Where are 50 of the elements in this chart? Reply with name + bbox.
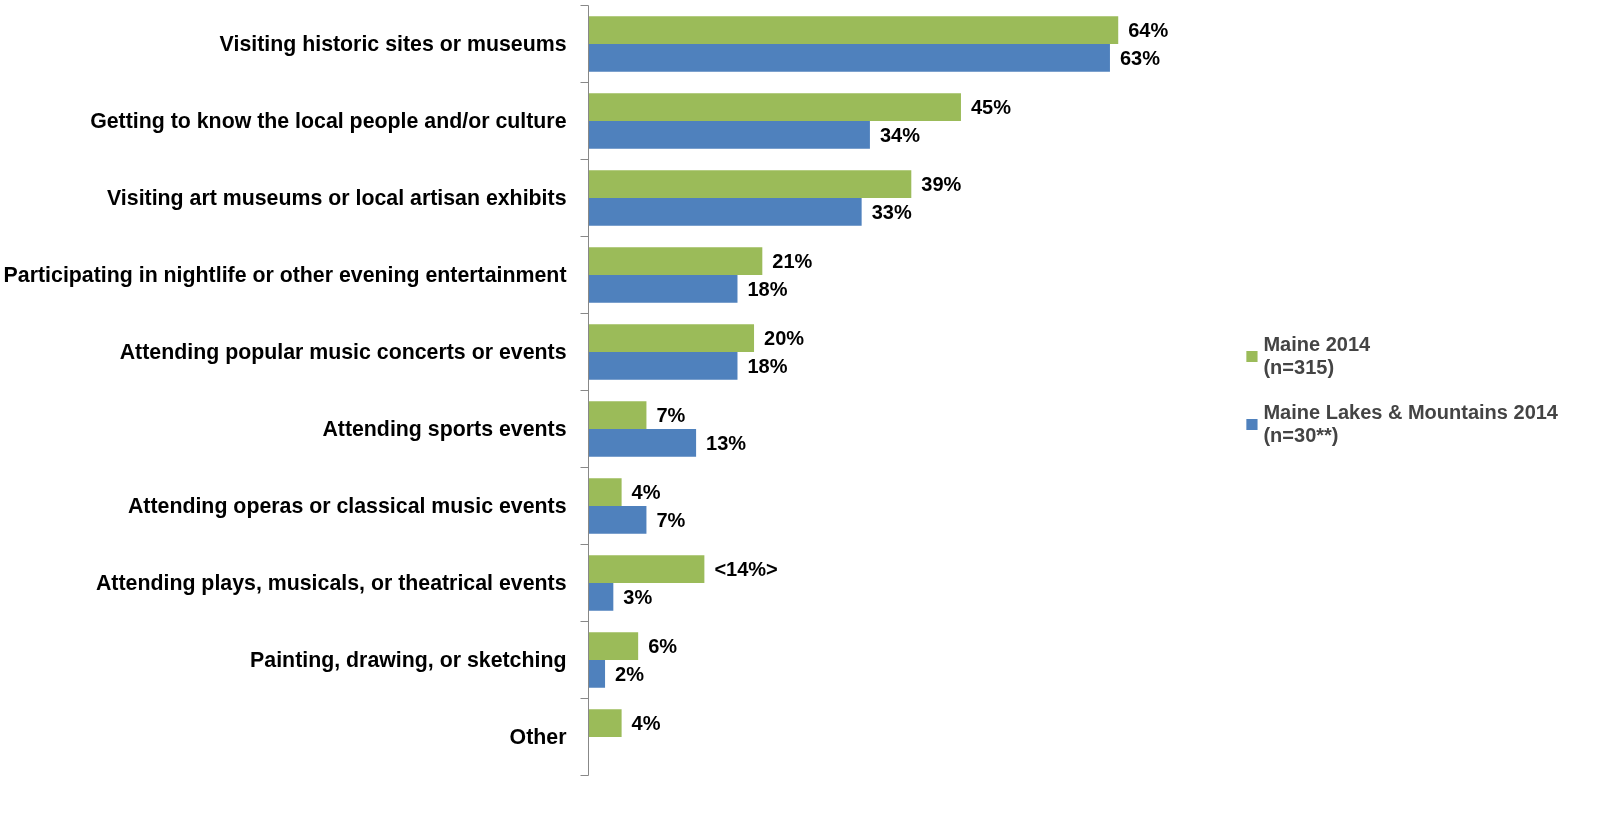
bar (588, 555, 705, 583)
data-label: 3% (623, 585, 653, 608)
bar (588, 506, 647, 534)
data-label: 4% (631, 481, 661, 504)
data-label: 7% (656, 404, 686, 427)
data-label: 18% (747, 277, 788, 300)
data-label: 20% (764, 327, 805, 350)
legend-label: Maine Lakes & Mountains 2014 (n=30**) (1263, 401, 1558, 447)
y-tick-label: Participating in nightlife or other evening entertainment (3, 263, 567, 287)
bar (588, 632, 639, 660)
bar (588, 583, 614, 611)
y-tick-label: Visiting historic sites or museums (219, 32, 567, 56)
bar (588, 709, 622, 737)
bar (588, 352, 738, 380)
y-tick-label: Other (509, 725, 567, 749)
bar (588, 247, 763, 275)
bar (588, 93, 961, 121)
data-label: 4% (631, 712, 661, 735)
bar (588, 16, 1119, 44)
bar (588, 44, 1110, 72)
bar (588, 121, 870, 149)
data-label: 2% (615, 662, 645, 685)
data-label: 64% (1128, 19, 1169, 42)
y-tick-label: Painting, drawing, or sketching (250, 648, 567, 672)
data-label: 21% (772, 250, 813, 273)
y-tick-label: Attending operas or classical music events (127, 494, 567, 518)
data-label: 33% (871, 200, 912, 223)
y-tick-label: Getting to know the local people and/or culture (90, 109, 567, 133)
y-tick-label: Attending popular music concerts or events (119, 340, 567, 364)
bar (588, 324, 755, 352)
bar (588, 198, 862, 226)
bar (588, 660, 606, 688)
y-tick-label: Attending sports events (322, 417, 567, 441)
bar (588, 170, 912, 198)
data-label: 13% (706, 431, 747, 454)
y-tick-label: Attending plays, musicals, or theatrical events (95, 571, 567, 595)
data-label: <14%> (714, 558, 778, 581)
data-label: 6% (648, 635, 678, 658)
legend-label: Maine 2014 (n=315) (1263, 333, 1371, 379)
data-label: 34% (879, 123, 921, 146)
bar (588, 429, 697, 457)
bar (588, 478, 622, 506)
data-label: 39% (921, 173, 962, 196)
data-label: 18% (747, 354, 788, 377)
y-tick-label: Visiting art museums or local artisan exhibits (107, 186, 567, 210)
bar (588, 401, 647, 429)
bar (588, 275, 738, 303)
data-label: 7% (656, 508, 686, 531)
data-label: 63% (1119, 46, 1161, 69)
data-label: 45% (970, 96, 1012, 119)
